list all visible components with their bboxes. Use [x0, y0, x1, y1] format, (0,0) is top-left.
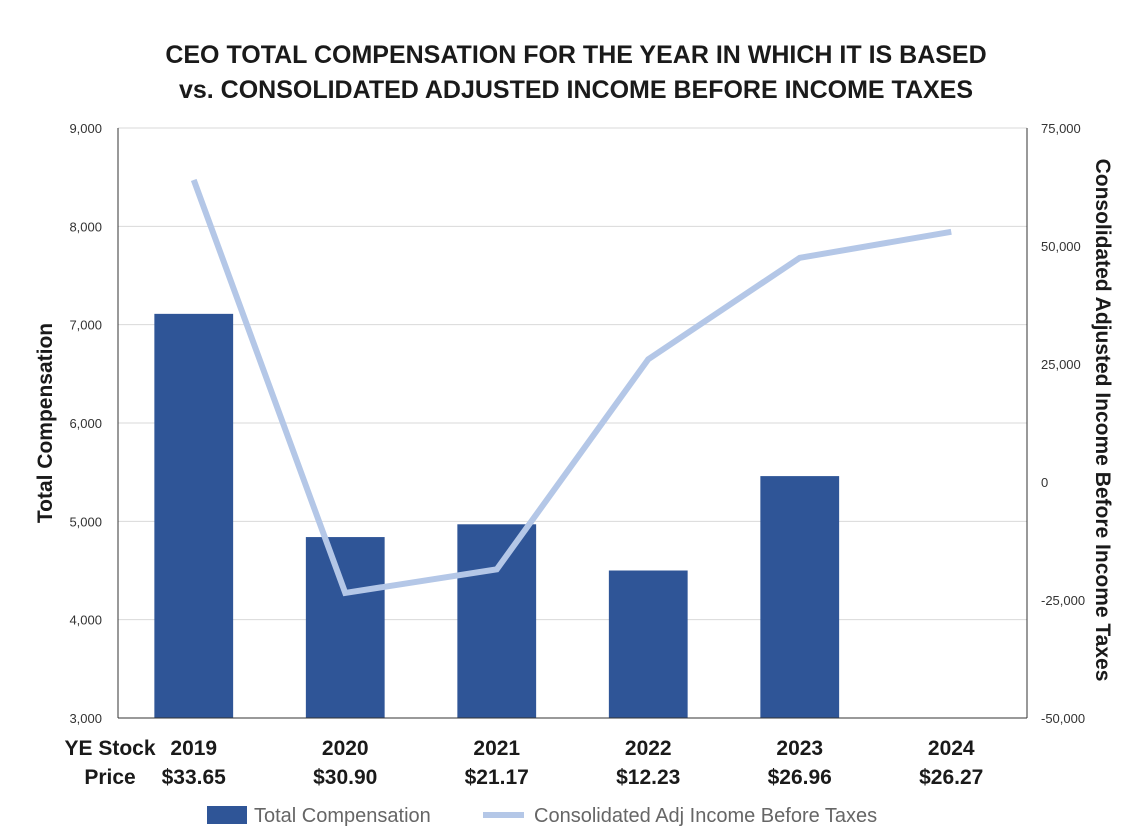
category-year-label: 2022: [625, 737, 672, 760]
y-tick-label: 4,000: [69, 613, 102, 628]
y-tick-label: 6,000: [69, 416, 102, 431]
legend-bar-swatch: [207, 806, 247, 824]
gridlines: [118, 127, 1027, 719]
chart-title-line-2: vs. CONSOLIDATED ADJUSTED INCOME BEFORE …: [179, 76, 973, 104]
y-tick-label: 7,000: [69, 318, 102, 333]
y2-tick-label: 0: [1041, 475, 1048, 490]
y2-tick-label: -25,000: [1041, 593, 1085, 608]
y-tick-label: 5,000: [69, 514, 102, 529]
y-tick-label: 3,000: [69, 711, 102, 726]
category-year-label: 2021: [473, 737, 520, 760]
legend: Total Compensation Consolidated Adj Inco…: [207, 805, 877, 827]
bars-group: [154, 313, 840, 718]
category-price-label: $21.17: [465, 766, 529, 789]
chart-title-line-1: CEO TOTAL COMPENSATION FOR THE YEAR IN W…: [165, 41, 986, 69]
y2-tick-label: 50,000: [1041, 239, 1081, 254]
category-year-label: 2024: [928, 737, 975, 760]
category-price-label: $30.90: [313, 766, 377, 789]
category-year-label: 2019: [170, 737, 217, 760]
y-tick-label: 9,000: [69, 121, 102, 136]
category-year-label: 2023: [776, 737, 823, 760]
y2-tick-label: -50,000: [1041, 711, 1085, 726]
category-price-label: $26.96: [768, 766, 832, 789]
row-label-line-1: YE Stock: [64, 737, 155, 760]
income-line: [190, 178, 952, 597]
y2-tick-label: 75,000: [1041, 121, 1081, 136]
category-price-label: $26.27: [919, 766, 983, 789]
axes-group: 3,000 4,000 5,000 6,000 7,000 8,000 9,000 -50,0…: [69, 121, 1085, 726]
y-tick-label: 8,000: [69, 219, 102, 234]
y2-tick-label: 25,000: [1041, 357, 1081, 372]
bar-2022: [608, 570, 688, 718]
category-year-label: 2020: [322, 737, 369, 760]
category-labels: 2019 $33.65 2020 $30.90 2021 $21.17 2022 $12.23…: [162, 737, 984, 789]
y2-axis-title: Consolidated Adjusted Income Before Inco…: [1091, 159, 1114, 682]
bar-2020: [305, 537, 385, 718]
category-price-label: $12.23: [616, 766, 680, 789]
bar-2019: [154, 313, 234, 718]
category-price-label: $33.65: [162, 766, 227, 789]
legend-line-label: Consolidated Adj Income Before Taxes: [534, 805, 877, 827]
bar-2021: [457, 524, 537, 718]
legend-bar-label: Total Compensation: [254, 805, 431, 827]
line-series-group: [190, 178, 952, 597]
bar-2023: [760, 476, 840, 718]
row-label-line-2: Price: [84, 766, 135, 789]
y-axis-title: Total Compensation: [34, 323, 57, 523]
